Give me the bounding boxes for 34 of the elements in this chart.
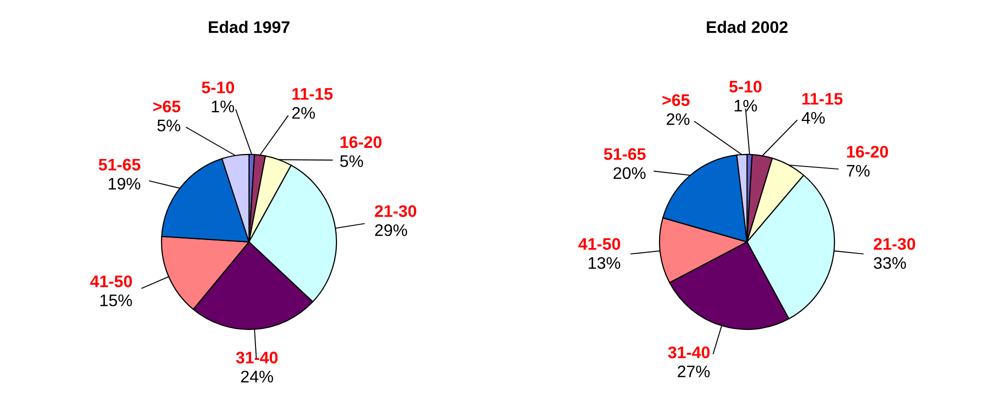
slice-label: 31-40	[236, 352, 278, 364]
data-label: 33%	[874, 257, 906, 269]
data-label: 4%	[802, 112, 825, 124]
data-label: 20%	[614, 167, 646, 180]
data-label: 1%	[734, 100, 757, 112]
data-label: 13%	[588, 257, 620, 269]
slice-label: 16-20	[340, 136, 382, 148]
data-label: 1%	[212, 100, 234, 112]
chart-title: Edad 1997	[208, 20, 290, 34]
slice-label: 31-40	[668, 346, 710, 358]
slice-label: >65	[662, 94, 690, 106]
chart-title: Edad 2002	[706, 20, 788, 34]
slice-label: 11-15	[802, 93, 843, 105]
slice-label: 41-50	[90, 275, 132, 288]
data-label: 24%	[241, 370, 274, 382]
slice-label: 51-65	[98, 158, 140, 171]
slice-label: 16-20	[847, 146, 888, 158]
slice-label: 5-10	[202, 82, 234, 94]
data-label: 2%	[666, 113, 690, 125]
data-label: 2%	[292, 107, 315, 119]
data-label: 19%	[108, 178, 140, 190]
slice-label: 51-65	[604, 148, 646, 160]
slice-label: >65	[153, 100, 180, 112]
data-label: 5%	[340, 155, 364, 168]
data-label: 27%	[678, 366, 710, 378]
data-label: 7%	[846, 164, 870, 177]
data-label: 5%	[157, 120, 180, 132]
slice-label: 11-15	[292, 88, 333, 100]
data-label: 15%	[100, 294, 132, 306]
slice-label: 5-10	[729, 80, 762, 93]
data-label: 29%	[375, 224, 408, 236]
slice-label: 41-50	[578, 238, 620, 250]
slice-label: 21-30	[374, 205, 416, 218]
slice-label: 21-30	[874, 238, 916, 250]
